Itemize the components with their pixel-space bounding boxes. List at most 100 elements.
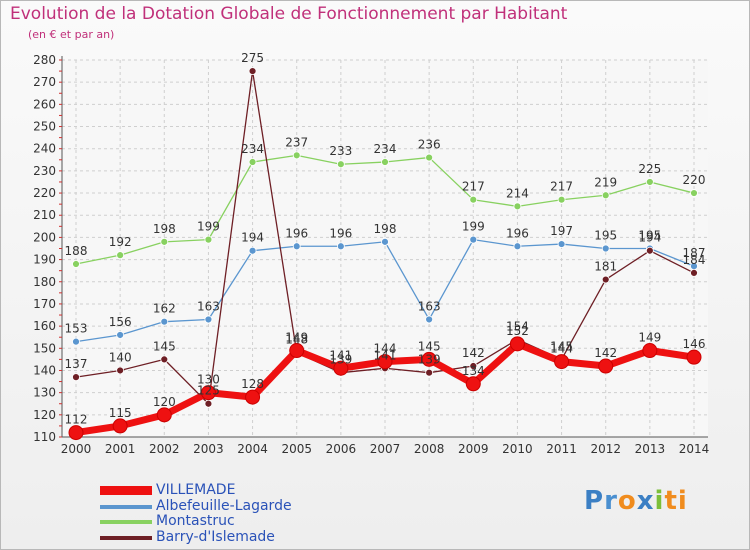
data-label: 184 xyxy=(683,253,706,267)
data-label: 199 xyxy=(462,220,485,234)
data-label: 163 xyxy=(197,299,220,313)
data-label: 112 xyxy=(65,413,88,427)
data-label: 162 xyxy=(153,302,176,316)
data-point xyxy=(116,366,125,375)
data-point xyxy=(72,260,80,268)
y-tick-label: 120 xyxy=(33,408,56,422)
x-tick-label: 2011 xyxy=(546,442,577,456)
y-tick-label: 280 xyxy=(33,53,56,67)
data-point xyxy=(289,343,305,359)
data-point xyxy=(156,407,172,423)
data-point xyxy=(465,376,481,392)
data-label: 128 xyxy=(241,377,264,391)
data-point xyxy=(509,336,525,352)
x-tick-label: 2004 xyxy=(237,442,268,456)
data-label: 149 xyxy=(285,331,308,345)
data-label: 194 xyxy=(241,231,264,245)
data-label: 134 xyxy=(462,364,485,378)
y-tick-label: 130 xyxy=(33,386,56,400)
y-tick-label: 240 xyxy=(33,142,56,156)
data-label: 236 xyxy=(418,138,441,152)
data-point xyxy=(601,191,610,200)
data-point xyxy=(557,195,566,204)
data-label: 144 xyxy=(550,342,573,356)
data-point xyxy=(513,242,522,251)
data-point xyxy=(686,349,702,365)
data-point xyxy=(245,389,261,405)
data-point xyxy=(690,268,698,277)
data-point xyxy=(116,331,125,339)
y-tick-label: 190 xyxy=(33,253,56,267)
data-point xyxy=(112,418,128,434)
data-point xyxy=(248,67,257,75)
y-tick-label: 260 xyxy=(33,97,56,111)
data-label: 130 xyxy=(197,373,220,387)
data-point xyxy=(645,178,654,186)
data-point xyxy=(333,360,349,376)
data-label: 234 xyxy=(374,142,397,156)
legend-label: Albefeuille-Lagarde xyxy=(156,497,292,514)
data-label: 156 xyxy=(109,315,132,329)
chart-subtitle: (en € et par an) xyxy=(28,28,115,41)
data-label: 144 xyxy=(374,342,397,356)
data-label: 219 xyxy=(594,175,617,189)
data-label: 146 xyxy=(683,337,706,351)
x-tick-label: 2013 xyxy=(635,442,666,456)
legend-label: Montastruc xyxy=(156,513,235,529)
data-label: 145 xyxy=(550,339,573,353)
data-label: 217 xyxy=(550,180,573,194)
x-tick-label: 2007 xyxy=(370,442,401,456)
data-label: 214 xyxy=(506,186,529,200)
data-point xyxy=(200,385,216,401)
data-label: 195 xyxy=(594,229,617,243)
legend-label: Barry-d'Islemade xyxy=(156,528,275,545)
data-label: 198 xyxy=(374,222,397,236)
y-tick-label: 250 xyxy=(33,120,56,134)
data-label: 154 xyxy=(506,319,529,333)
data-point xyxy=(381,158,389,166)
y-tick-label: 230 xyxy=(33,164,56,178)
data-label: 196 xyxy=(506,226,529,240)
y-tick-label: 140 xyxy=(33,363,56,377)
data-point xyxy=(116,251,125,260)
data-label: 139 xyxy=(418,353,441,367)
data-label: 145 xyxy=(153,339,176,353)
data-label: 237 xyxy=(285,135,308,149)
data-label: 139 xyxy=(329,353,352,367)
data-label: 152 xyxy=(506,324,529,338)
x-tick-label: 2002 xyxy=(149,442,180,456)
y-tick-label: 170 xyxy=(33,297,56,311)
chart-title: Evolution de la Dotation Globale de Fonc… xyxy=(10,4,568,24)
y-tick-label: 210 xyxy=(33,208,56,222)
x-tick-label: 2001 xyxy=(105,442,136,456)
data-label: 140 xyxy=(109,350,132,364)
y-tick-label: 200 xyxy=(33,230,56,244)
data-label: 217 xyxy=(462,180,485,194)
y-tick-label: 270 xyxy=(33,75,56,89)
data-label: 141 xyxy=(329,348,352,362)
data-label: 181 xyxy=(594,260,617,274)
data-label: 220 xyxy=(683,173,706,187)
data-label: 125 xyxy=(197,384,220,398)
data-point xyxy=(336,242,345,251)
data-label: 188 xyxy=(65,244,88,258)
x-tick-label: 2014 xyxy=(679,442,710,456)
data-point xyxy=(204,235,213,244)
data-point xyxy=(690,189,698,197)
data-label: 120 xyxy=(153,395,176,409)
data-point xyxy=(425,315,434,324)
x-tick-label: 2000 xyxy=(61,442,92,456)
data-label: 225 xyxy=(638,162,661,176)
data-label: 197 xyxy=(550,224,573,238)
data-point xyxy=(68,425,84,441)
data-label: 137 xyxy=(65,357,88,371)
data-label: 199 xyxy=(197,220,220,234)
x-tick-label: 2006 xyxy=(326,442,357,456)
data-point xyxy=(469,235,478,244)
data-point xyxy=(248,246,257,255)
data-label: 275 xyxy=(241,51,264,65)
data-point xyxy=(160,317,169,326)
data-point xyxy=(554,354,570,370)
data-label: 233 xyxy=(329,144,352,158)
